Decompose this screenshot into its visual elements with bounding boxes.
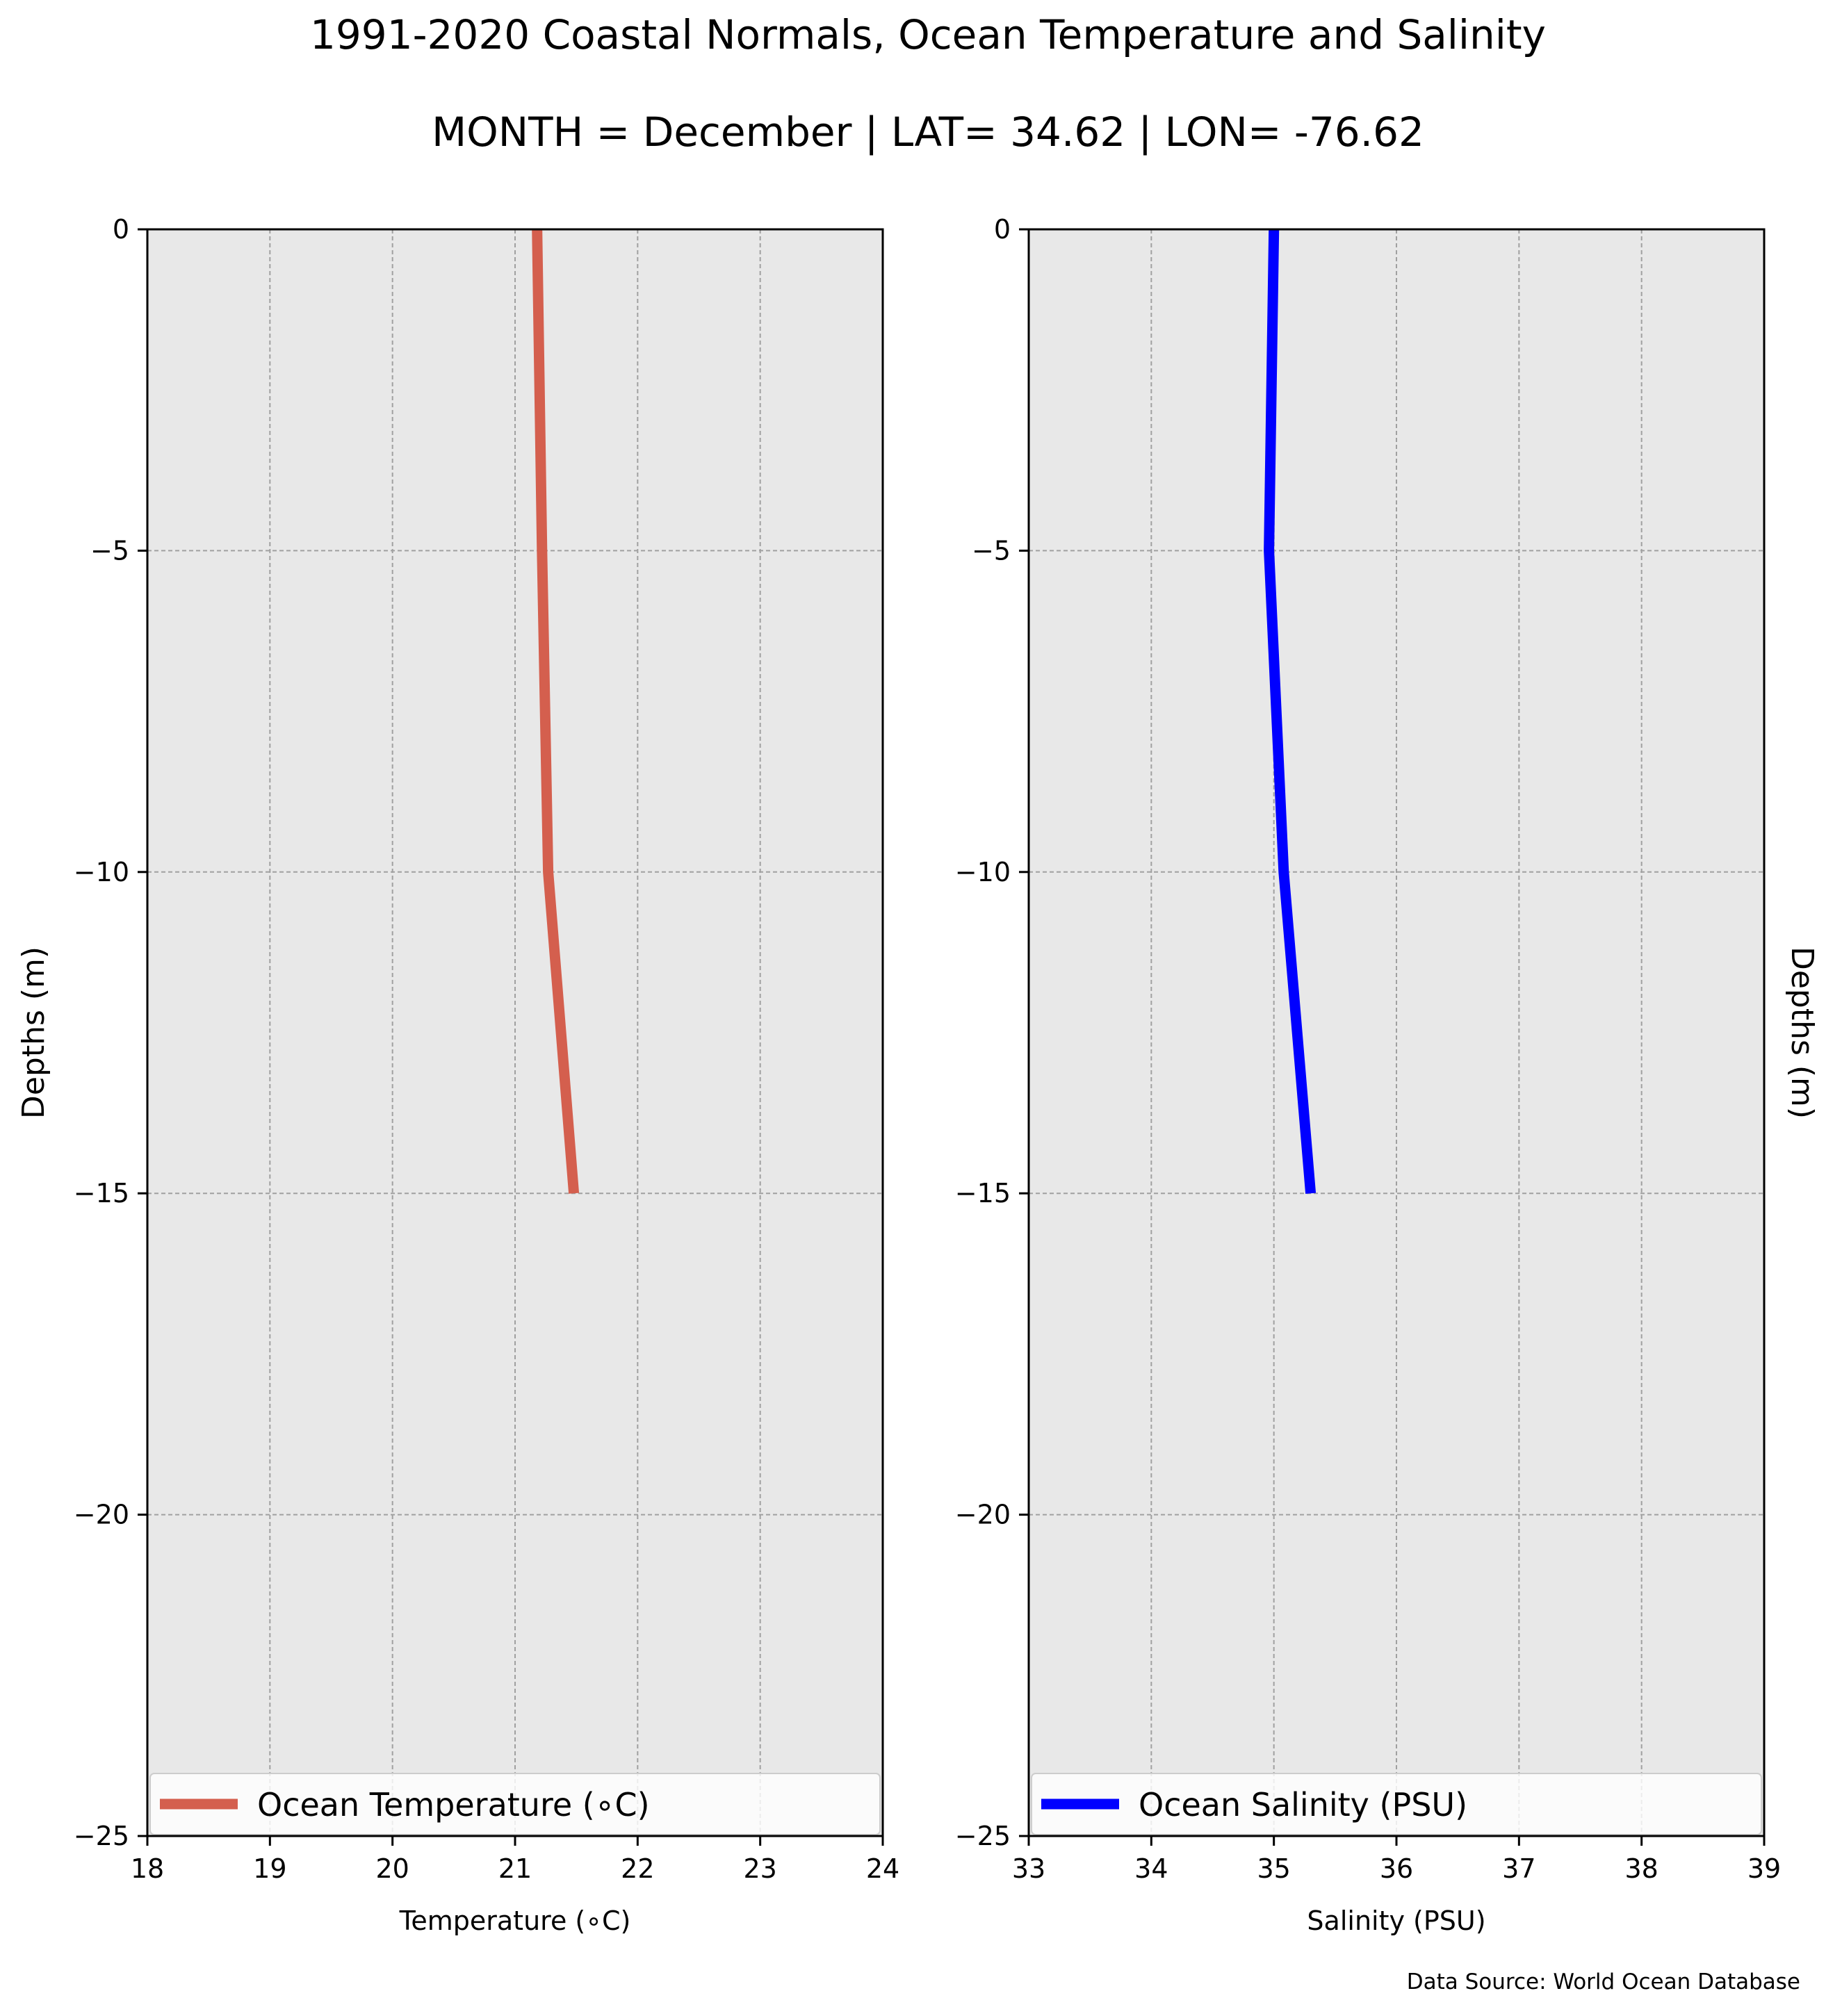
x-tick-label: 34 xyxy=(1134,1853,1168,1884)
y-axis-label: Depths (m) xyxy=(16,946,51,1119)
series-line xyxy=(1264,229,1317,1194)
x-tick-label: 21 xyxy=(498,1853,532,1884)
x-tick-label: 20 xyxy=(375,1853,409,1884)
y-tick-label: −20 xyxy=(74,1500,129,1530)
figure-subtitle: MONTH = December | LAT= 34.62 | LON= -76… xyxy=(432,108,1424,156)
legend-label: Ocean Salinity (PSU) xyxy=(1139,1786,1467,1824)
y-tick-label: 0 xyxy=(113,214,129,245)
salinity-panel: Ocean Salinity (PSU) 33 34 35 36 37 38 39 0 −5 −10… xyxy=(955,214,1820,1936)
y-tick-label: −25 xyxy=(74,1821,129,1851)
x-tick-label: 24 xyxy=(866,1853,899,1884)
legend-box xyxy=(149,1773,881,1835)
legend-box xyxy=(1031,1773,1762,1835)
y-tick-label: −10 xyxy=(955,857,1011,887)
y-tick-label: −5 xyxy=(972,535,1011,566)
x-tick-label: 18 xyxy=(131,1853,164,1884)
y-tick-label: −5 xyxy=(90,535,129,566)
x-tick-label: 39 xyxy=(1747,1853,1781,1884)
figure-title: 1991-2020 Coastal Normals, Ocean Tempera… xyxy=(310,11,1546,58)
data-source-note: Data Source: World Ocean Database xyxy=(1407,1969,1800,1994)
x-axis-label: Temperature (∘C) xyxy=(399,1906,631,1936)
x-tick-label: 38 xyxy=(1624,1853,1658,1884)
legend-label: Ocean Temperature (∘C) xyxy=(257,1786,650,1824)
temperature-panel: Ocean Temperature (∘C) 18 19 20 21 22 23 24 0 −5 −… xyxy=(16,214,899,1936)
x-tick-label: 37 xyxy=(1502,1853,1535,1884)
x-tick-label: 33 xyxy=(1012,1853,1045,1884)
x-tick-label: 22 xyxy=(621,1853,654,1884)
x-tick-label: 19 xyxy=(253,1853,286,1884)
y-axis-label: Depths (m) xyxy=(1784,946,1820,1119)
series-line xyxy=(532,229,580,1194)
x-tick-label: 36 xyxy=(1380,1853,1413,1884)
y-tick-label: −20 xyxy=(955,1500,1011,1530)
y-tick-label: 0 xyxy=(994,214,1011,245)
y-tick-label: −25 xyxy=(955,1821,1011,1851)
y-tick-label: −15 xyxy=(955,1178,1011,1208)
y-tick-label: −15 xyxy=(74,1178,129,1208)
x-tick-label: 23 xyxy=(743,1853,776,1884)
x-axis-label: Salinity (PSU) xyxy=(1307,1906,1485,1936)
x-tick-label: 35 xyxy=(1257,1853,1290,1884)
y-tick-label: −10 xyxy=(74,857,129,887)
